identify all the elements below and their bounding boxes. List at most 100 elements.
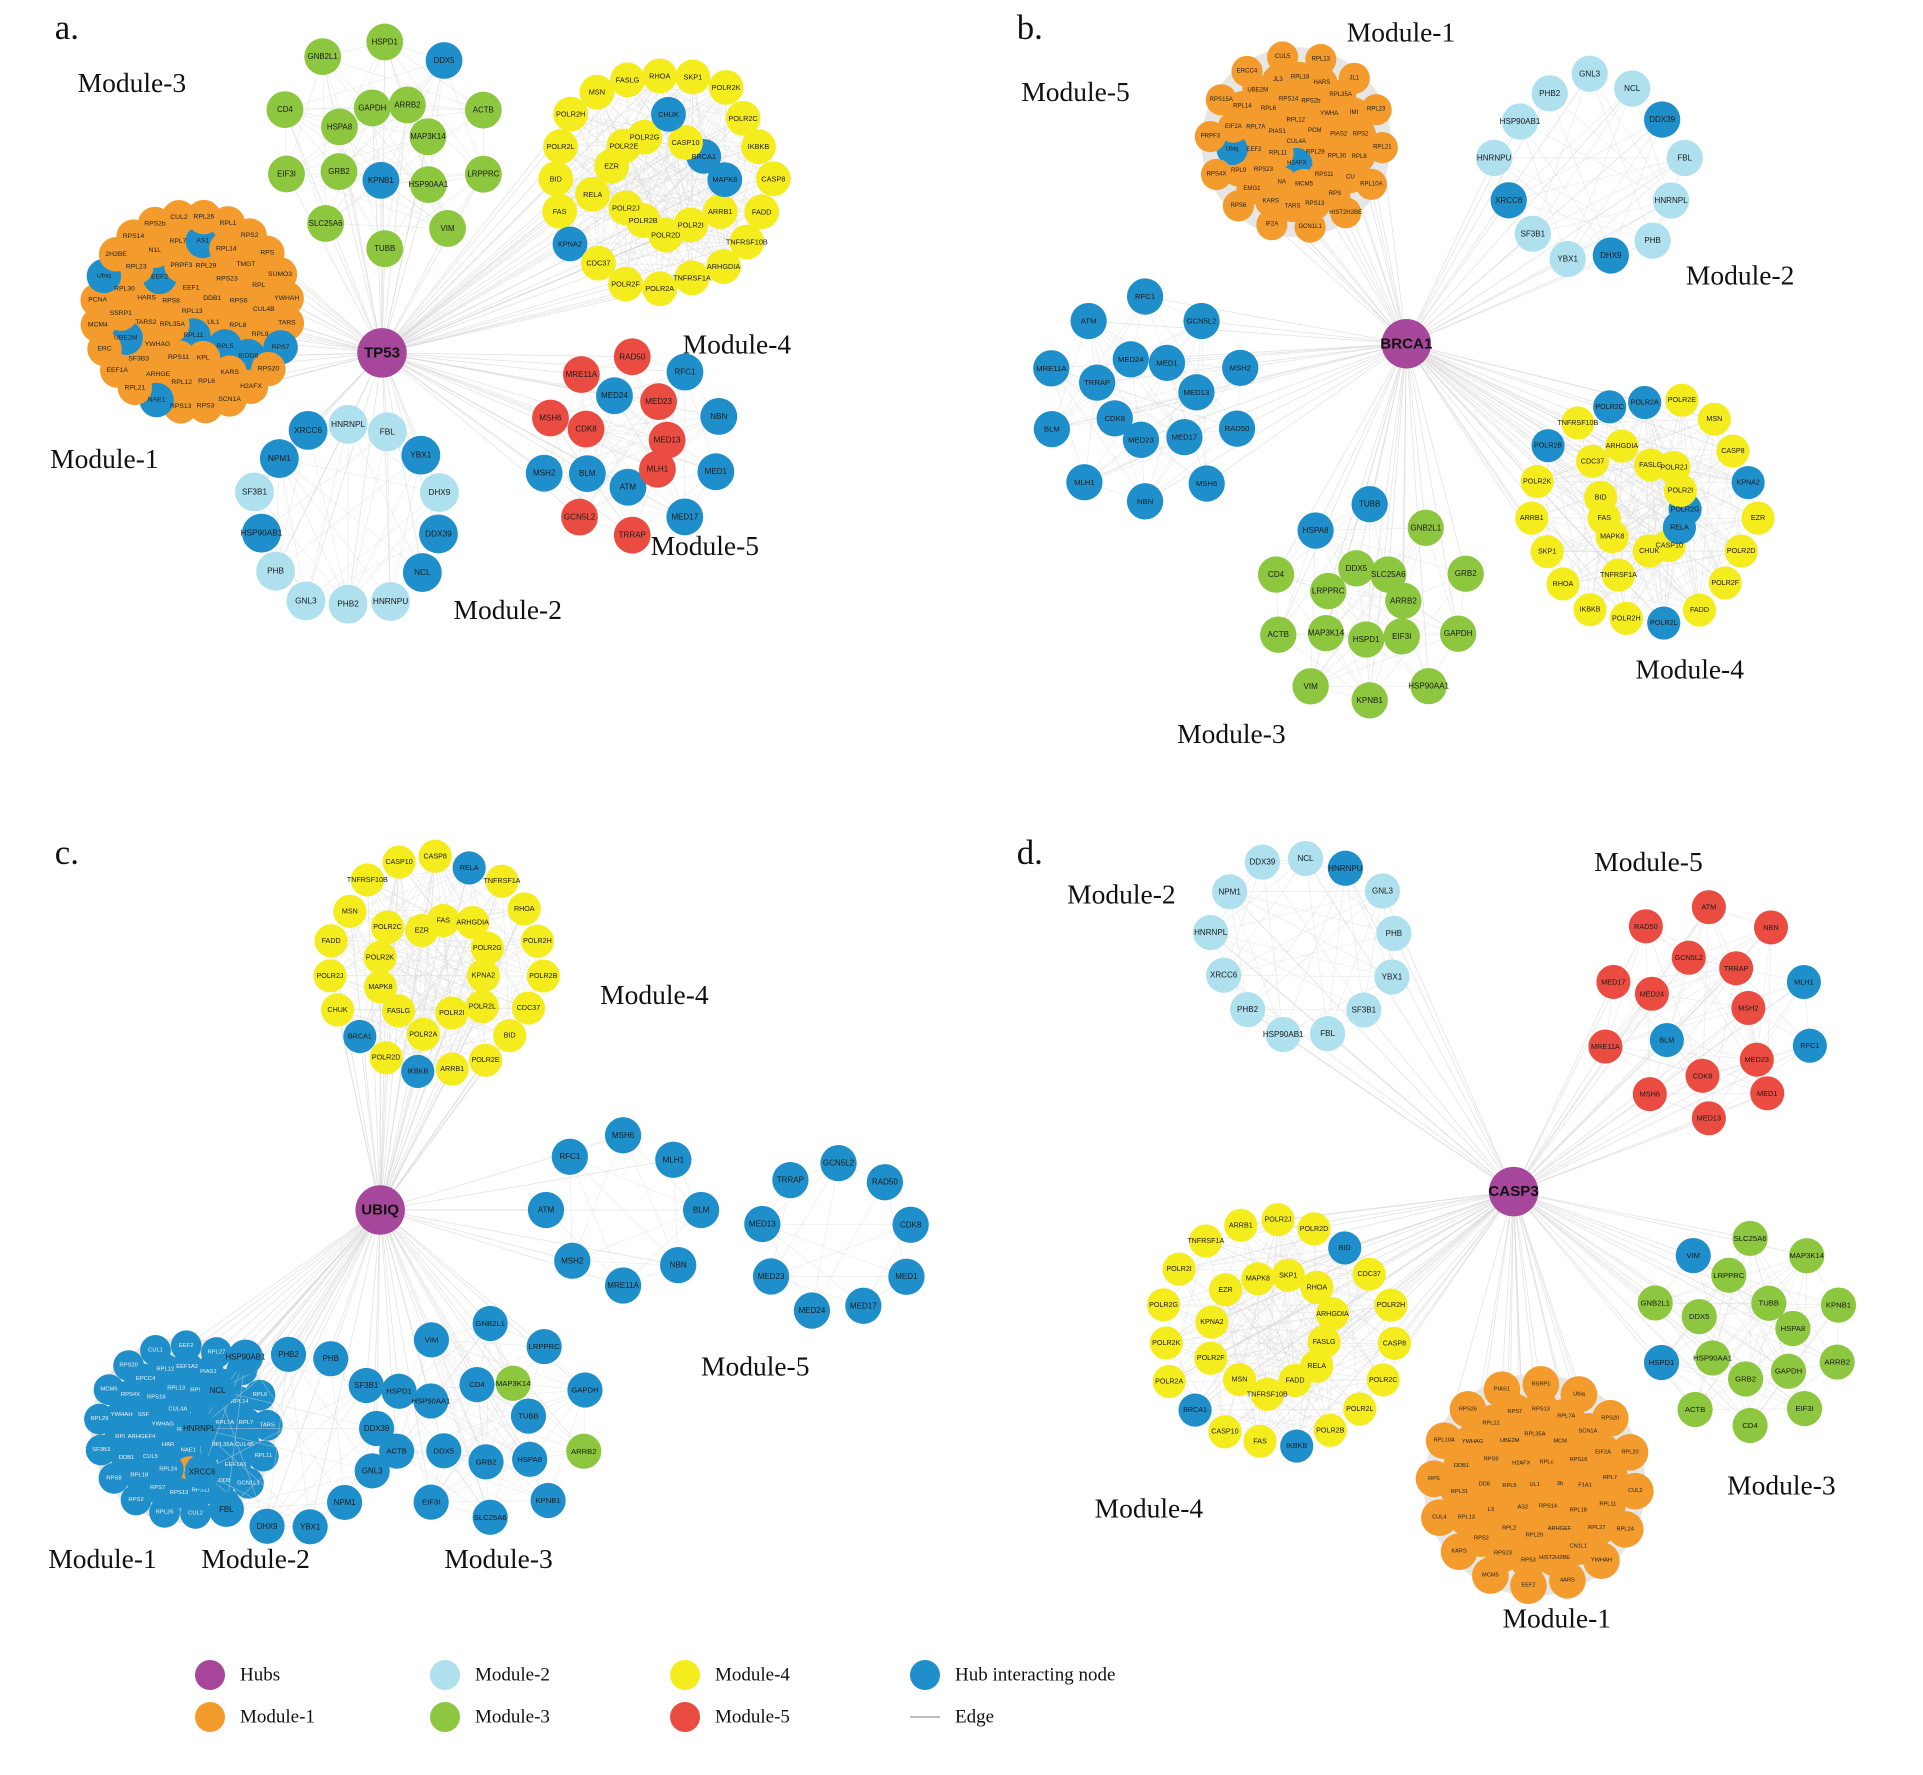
svg-text:NCL: NCL xyxy=(1624,84,1641,93)
svg-text:DDX5: DDX5 xyxy=(434,1446,455,1455)
svg-text:RPS11: RPS11 xyxy=(1315,172,1334,178)
svg-text:POLR2G: POLR2G xyxy=(1149,1301,1178,1309)
svg-text:Ubiq: Ubiq xyxy=(1226,147,1238,153)
svg-text:RFC1: RFC1 xyxy=(674,368,696,377)
svg-text:HSP90AB1: HSP90AB1 xyxy=(1500,117,1541,126)
svg-text:RPL27: RPL27 xyxy=(1588,1525,1605,1531)
svg-text:POLR2D: POLR2D xyxy=(651,231,680,240)
svg-text:RPL29: RPL29 xyxy=(1526,1532,1543,1538)
svg-text:GAPDH: GAPDH xyxy=(1775,1367,1802,1376)
svg-text:MED17: MED17 xyxy=(671,512,698,521)
svg-text:RAD50: RAD50 xyxy=(1634,922,1658,931)
svg-text:LRPPRC: LRPPRC xyxy=(529,1342,561,1351)
svg-text:NPM1: NPM1 xyxy=(268,454,291,463)
svg-text:UBE2M: UBE2M xyxy=(1500,1438,1520,1444)
svg-text:BRCA1: BRCA1 xyxy=(1380,335,1432,352)
svg-text:DHX9: DHX9 xyxy=(257,1522,278,1531)
svg-text:MAP3K14: MAP3K14 xyxy=(1308,629,1345,638)
svg-text:KARS: KARS xyxy=(1263,198,1279,204)
svg-text:KPNA2: KPNA2 xyxy=(472,972,495,980)
svg-text:UL1: UL1 xyxy=(1529,1482,1539,1488)
svg-text:EEF1: EEF1 xyxy=(183,284,200,291)
svg-text:PHB: PHB xyxy=(267,567,284,576)
svg-text:CUL2: CUL2 xyxy=(1628,1488,1643,1494)
svg-text:POLR2K: POLR2K xyxy=(1152,1339,1180,1347)
svg-text:RPS7: RPS7 xyxy=(150,1485,165,1491)
svg-text:MAP3K14: MAP3K14 xyxy=(496,1379,531,1388)
svg-text:HIST2H2BE: HIST2H2BE xyxy=(1539,1555,1570,1561)
svg-text:DDX39: DDX39 xyxy=(1249,858,1275,867)
svg-text:POLR2L: POLR2L xyxy=(1346,1405,1373,1413)
svg-text:SF3B1: SF3B1 xyxy=(1521,229,1546,238)
svg-text:3b: 3b xyxy=(1557,1481,1563,1487)
svg-text:TUBB: TUBB xyxy=(374,244,395,253)
svg-text:POLR2G: POLR2G xyxy=(473,944,502,952)
svg-text:CDK8: CDK8 xyxy=(1104,414,1125,423)
svg-text:CDC37: CDC37 xyxy=(1581,457,1604,465)
svg-text:RPL2: RPL2 xyxy=(1502,1526,1516,1532)
svg-text:NCL: NCL xyxy=(1297,854,1314,863)
svg-text:RPL6: RPL6 xyxy=(253,1392,268,1398)
svg-text:RPS2: RPS2 xyxy=(1474,1536,1489,1542)
svg-text:MED13: MED13 xyxy=(1697,1114,1721,1123)
svg-text:RPL5: RPL5 xyxy=(1502,1483,1516,1489)
svg-text:NAE1: NAE1 xyxy=(148,397,166,404)
svg-text:SSF: SSF xyxy=(138,1412,150,1418)
svg-text:RPL26: RPL26 xyxy=(156,1509,174,1515)
svg-text:RPS3: RPS3 xyxy=(1521,1557,1536,1563)
svg-text:MED23: MED23 xyxy=(758,1272,785,1281)
svg-text:ARRB2: ARRB2 xyxy=(1390,596,1417,605)
svg-text:PHB: PHB xyxy=(1644,236,1661,245)
svg-text:MSN: MSN xyxy=(342,907,358,915)
svg-text:DDX39: DDX39 xyxy=(425,529,452,538)
svg-text:AS1: AS1 xyxy=(196,237,209,244)
svg-text:RHOA: RHOA xyxy=(1307,1283,1328,1291)
svg-text:POLR2L: POLR2L xyxy=(469,1003,496,1011)
svg-text:ERC: ERC xyxy=(97,345,111,352)
svg-text:HSP90AB1: HSP90AB1 xyxy=(1263,1030,1304,1039)
svg-text:RPS13: RPS13 xyxy=(170,1490,189,1496)
svg-text:RFC1: RFC1 xyxy=(1135,292,1155,301)
svg-text:FBL: FBL xyxy=(219,1505,234,1514)
svg-text:RPL6: RPL6 xyxy=(1261,106,1277,112)
svg-text:JL3: JL3 xyxy=(1273,77,1283,83)
svg-text:Hub interacting node: Hub interacting node xyxy=(955,1665,1115,1686)
svg-text:EIF3I: EIF3I xyxy=(277,169,296,178)
svg-text:YWHAG: YWHAG xyxy=(1462,1439,1483,1445)
svg-text:TP53: TP53 xyxy=(364,344,400,361)
svg-text:DDX39: DDX39 xyxy=(1649,115,1675,124)
svg-text:HARS: HARS xyxy=(137,294,156,301)
svg-text:RPL24: RPL24 xyxy=(159,1467,178,1473)
svg-text:EZR: EZR xyxy=(1218,1286,1232,1294)
svg-text:c.: c. xyxy=(55,833,79,872)
svg-text:HAR: HAR xyxy=(162,1442,174,1448)
svg-text:PHB: PHB xyxy=(323,1354,339,1363)
svg-text:IMI: IMI xyxy=(1350,110,1359,116)
svg-text:MAP3K14: MAP3K14 xyxy=(1789,1251,1824,1260)
svg-text:SF3B1: SF3B1 xyxy=(354,1381,378,1390)
svg-text:TRRAP: TRRAP xyxy=(1724,964,1749,973)
svg-text:RPS14: RPS14 xyxy=(1539,1503,1557,1509)
svg-text:RPL12: RPL12 xyxy=(156,1366,174,1372)
svg-text:Ubiq: Ubiq xyxy=(97,273,111,280)
svg-text:POLR2G: POLR2G xyxy=(1671,505,1700,513)
svg-text:IEDD8: IEDD8 xyxy=(238,353,258,360)
svg-text:ARRB2: ARRB2 xyxy=(1824,1358,1850,1367)
svg-text:4ARS: 4ARS xyxy=(1560,1577,1575,1583)
svg-text:PRPF3: PRPF3 xyxy=(1201,134,1221,140)
svg-text:POLR2K: POLR2K xyxy=(1523,478,1551,486)
svg-text:PHB2: PHB2 xyxy=(278,1350,299,1359)
svg-text:CASP10: CASP10 xyxy=(1656,541,1683,549)
svg-text:Module-2: Module-2 xyxy=(454,594,562,625)
svg-text:POLR2I: POLR2I xyxy=(678,220,704,229)
svg-text:POLR2I: POLR2I xyxy=(1166,1265,1191,1273)
svg-text:RPL20: RPL20 xyxy=(1621,1449,1638,1455)
svg-text:Module-5: Module-5 xyxy=(715,1707,790,1728)
svg-text:RPL21: RPL21 xyxy=(125,384,146,391)
svg-text:RPS7: RPS7 xyxy=(1507,1409,1522,1415)
svg-text:DDB1: DDB1 xyxy=(119,1455,135,1461)
svg-text:ARHGDIA: ARHGDIA xyxy=(456,918,489,926)
svg-text:RHOA: RHOA xyxy=(1553,580,1574,588)
svg-text:Module-2: Module-2 xyxy=(1686,260,1794,291)
svg-text:TNFRSF10B: TNFRSF10B xyxy=(726,238,768,247)
